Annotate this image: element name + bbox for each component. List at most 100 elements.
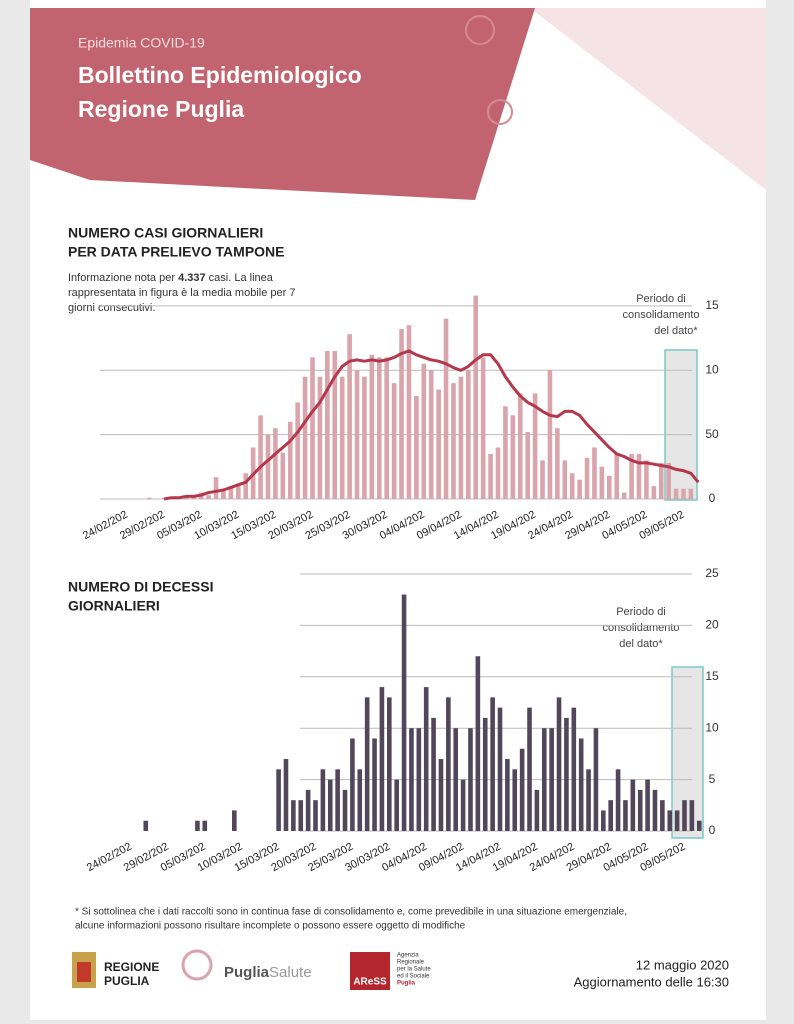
bar	[369, 354, 375, 499]
logo-part: Puglia	[224, 964, 270, 981]
bar	[421, 363, 427, 499]
bar	[475, 656, 481, 831]
bar	[384, 357, 389, 499]
bar	[332, 350, 338, 499]
y-tick-label: 10	[705, 720, 719, 734]
bar	[667, 810, 673, 831]
annotation: del dato*	[619, 638, 663, 650]
logo-text: ed il Sociale	[397, 974, 430, 980]
logo-text: AReSS	[353, 977, 387, 988]
bar	[473, 295, 479, 499]
bar	[682, 800, 687, 831]
bar	[350, 738, 355, 831]
chart-title: GIORNALIERI	[68, 598, 160, 614]
bar	[236, 483, 241, 499]
bar	[660, 800, 665, 831]
bar	[517, 393, 523, 499]
y-tick-label: 5	[709, 772, 716, 786]
bar	[451, 383, 456, 499]
chart-note: giorni consecutivi.	[68, 302, 155, 314]
bar	[354, 370, 360, 499]
bar	[564, 717, 569, 831]
bar	[460, 779, 466, 831]
bar	[601, 810, 606, 831]
bar	[305, 789, 311, 831]
bar	[696, 820, 702, 831]
bar	[428, 370, 434, 499]
bar	[495, 447, 501, 499]
bar	[681, 488, 686, 499]
bar	[652, 789, 658, 831]
chart-title: PER DATA PRELIEVO TAMPONE	[68, 244, 285, 260]
bar	[302, 376, 308, 499]
chart-note: Informazione nota per 4.337 casi. La lin…	[68, 272, 274, 284]
regione-logo	[77, 962, 91, 982]
virus-icon	[465, 15, 495, 45]
bar	[578, 738, 584, 831]
bar	[228, 486, 234, 499]
bar	[195, 820, 200, 831]
bar	[291, 800, 296, 831]
bar	[206, 495, 211, 499]
annotation: consolidamento	[602, 622, 679, 634]
bar	[630, 779, 636, 831]
header-banner	[30, 8, 535, 200]
logo-text: Regionale	[397, 960, 425, 966]
bar	[416, 728, 422, 831]
bar	[549, 728, 554, 831]
y-tick-label: 0	[709, 491, 716, 505]
bar	[202, 820, 208, 831]
bar	[364, 697, 370, 831]
header-accent	[530, 8, 766, 190]
bar	[468, 728, 473, 831]
bar	[265, 434, 271, 499]
logo-text: REGIONE	[104, 960, 159, 974]
bar	[527, 707, 532, 831]
bar	[569, 473, 575, 499]
bar	[310, 357, 315, 499]
bar	[232, 810, 237, 831]
bar	[689, 800, 695, 831]
bar	[608, 800, 613, 831]
header-title: Bollettino Epidemiologico	[78, 62, 362, 88]
bar	[556, 697, 562, 831]
logo-text: PUGLIA	[104, 974, 150, 988]
bar	[436, 389, 441, 499]
bar	[577, 479, 582, 499]
bar	[525, 432, 530, 499]
bar	[666, 462, 671, 499]
chart-note: rappresentata in figura è la media mobil…	[68, 287, 295, 299]
bar	[674, 810, 680, 831]
bar	[497, 707, 503, 831]
bar	[394, 779, 399, 831]
bar	[488, 453, 493, 499]
bar	[283, 759, 289, 831]
y-tick-label: 50	[705, 427, 719, 441]
bar	[519, 748, 525, 831]
annotation: Periodo di	[636, 293, 686, 305]
bar	[280, 452, 286, 499]
bar	[379, 687, 385, 831]
footnote: alcune informazioni possono risultare in…	[75, 921, 466, 932]
footnote: * Si sottolinea che i dati raccolti sono…	[75, 907, 627, 918]
bar	[490, 697, 495, 831]
bar	[636, 453, 642, 499]
salute-logo	[181, 949, 213, 981]
bar	[320, 769, 326, 831]
bar	[510, 415, 516, 499]
bar	[480, 357, 486, 499]
bar	[221, 488, 226, 499]
bar	[317, 376, 323, 499]
y-tick-label: 10	[705, 362, 719, 376]
bar	[586, 769, 591, 831]
bar	[637, 789, 643, 831]
bar	[688, 488, 694, 499]
bar	[243, 473, 249, 499]
bar	[503, 406, 508, 499]
logo-text: PugliaSalute	[224, 964, 312, 981]
bar	[406, 325, 412, 499]
logo-text: Puglia	[397, 981, 416, 987]
moving-average-line	[163, 349, 700, 501]
virus-icon	[487, 99, 513, 125]
